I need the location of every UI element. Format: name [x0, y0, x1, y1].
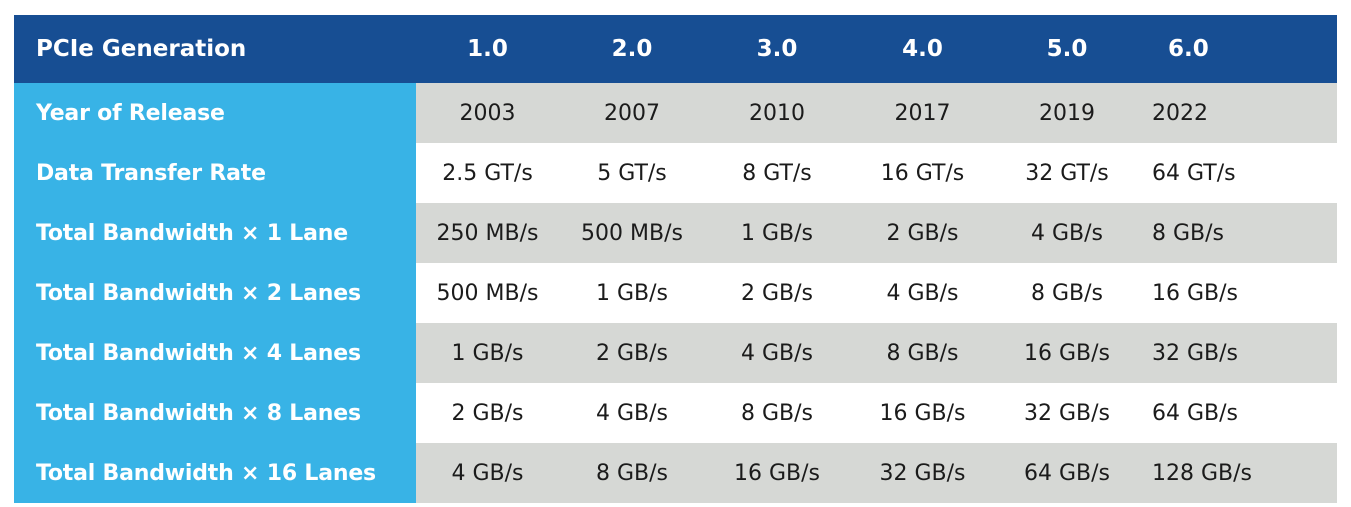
table-cell: 1 GB/s — [705, 203, 849, 263]
table-cell: 32 GB/s — [849, 443, 996, 503]
row-label: Total Bandwidth × 2 Lanes — [14, 263, 416, 323]
table-row-bandwidth-x8: Total Bandwidth × 8 Lanes 2 GB/s 4 GB/s … — [14, 383, 1337, 443]
table-cell: 64 GB/s — [1138, 383, 1337, 443]
table-cell: 8 GB/s — [705, 383, 849, 443]
table-cell: 2 GB/s — [849, 203, 996, 263]
table-row-bandwidth-x1: Total Bandwidth × 1 Lane 250 MB/s 500 MB… — [14, 203, 1337, 263]
table-cell: 16 GB/s — [996, 323, 1138, 383]
table-cell: 2 GB/s — [416, 383, 559, 443]
row-label: Year of Release — [14, 83, 416, 143]
table-cell: 4 GB/s — [996, 203, 1138, 263]
table-cell: 4 GB/s — [705, 323, 849, 383]
row-label: Data Transfer Rate — [14, 143, 416, 203]
table-cell: 5 GT/s — [559, 143, 705, 203]
table-cell: 32 GB/s — [1138, 323, 1337, 383]
table-cell: 1 GB/s — [416, 323, 559, 383]
table-cell: 8 GB/s — [996, 263, 1138, 323]
row-label: Total Bandwidth × 16 Lanes — [14, 443, 416, 503]
row-label: Total Bandwidth × 8 Lanes — [14, 383, 416, 443]
table-cell: 8 GB/s — [1138, 203, 1337, 263]
table-cell: 1 GB/s — [559, 263, 705, 323]
table-cell: 2019 — [996, 83, 1138, 143]
table-cell: 16 GB/s — [849, 383, 996, 443]
header-row: PCIe Generation 1.0 2.0 3.0 4.0 5.0 6.0 — [14, 15, 1337, 83]
table-cell: 2022 — [1138, 83, 1337, 143]
row-label: Total Bandwidth × 1 Lane — [14, 203, 416, 263]
table-cell: 500 MB/s — [559, 203, 705, 263]
table-cell: 2007 — [559, 83, 705, 143]
header-cell-gen-5: 5.0 — [996, 15, 1138, 83]
table-cell: 2.5 GT/s — [416, 143, 559, 203]
table-cell: 8 GB/s — [849, 323, 996, 383]
table-row-data-transfer-rate: Data Transfer Rate 2.5 GT/s 5 GT/s 8 GT/… — [14, 143, 1337, 203]
table-cell: 32 GT/s — [996, 143, 1138, 203]
table-cell: 128 GB/s — [1138, 443, 1337, 503]
header-cell-gen-4: 4.0 — [849, 15, 996, 83]
row-label: Total Bandwidth × 4 Lanes — [14, 323, 416, 383]
table-cell: 8 GB/s — [559, 443, 705, 503]
table-cell: 2 GB/s — [559, 323, 705, 383]
table-cell: 16 GT/s — [849, 143, 996, 203]
table-cell: 8 GT/s — [705, 143, 849, 203]
table-row-bandwidth-x4: Total Bandwidth × 4 Lanes 1 GB/s 2 GB/s … — [14, 323, 1337, 383]
table-cell: 16 GB/s — [705, 443, 849, 503]
header-cell-gen-2: 2.0 — [559, 15, 705, 83]
table-cell: 64 GT/s — [1138, 143, 1337, 203]
table-cell: 2017 — [849, 83, 996, 143]
table-cell: 4 GB/s — [849, 263, 996, 323]
table-row-bandwidth-x16: Total Bandwidth × 16 Lanes 4 GB/s 8 GB/s… — [14, 443, 1337, 503]
header-cell-gen-6: 6.0 — [1138, 15, 1337, 83]
table-cell: 500 MB/s — [416, 263, 559, 323]
table-cell: 250 MB/s — [416, 203, 559, 263]
header-row-label: PCIe Generation — [14, 15, 416, 83]
table-cell: 2003 — [416, 83, 559, 143]
table-cell: 4 GB/s — [559, 383, 705, 443]
table-row-year-of-release: Year of Release 2003 2007 2010 2017 2019… — [14, 83, 1337, 143]
header-cell-gen-1: 1.0 — [416, 15, 559, 83]
table-row-bandwidth-x2: Total Bandwidth × 2 Lanes 500 MB/s 1 GB/… — [14, 263, 1337, 323]
header-cell-gen-3: 3.0 — [705, 15, 849, 83]
table-cell: 64 GB/s — [996, 443, 1138, 503]
pcie-generations-table: PCIe Generation 1.0 2.0 3.0 4.0 5.0 6.0 … — [14, 15, 1337, 503]
table-cell: 16 GB/s — [1138, 263, 1337, 323]
table-cell: 4 GB/s — [416, 443, 559, 503]
pcie-table-container: PCIe Generation 1.0 2.0 3.0 4.0 5.0 6.0 … — [14, 15, 1337, 503]
table-cell: 32 GB/s — [996, 383, 1138, 443]
table-cell: 2 GB/s — [705, 263, 849, 323]
table-cell: 2010 — [705, 83, 849, 143]
